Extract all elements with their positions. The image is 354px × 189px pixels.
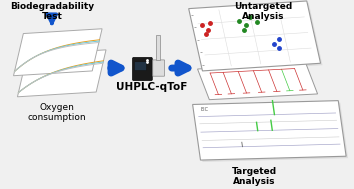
FancyBboxPatch shape <box>153 60 165 76</box>
Text: Targeted
Analysis: Targeted Analysis <box>232 167 277 186</box>
Text: Biodegradability
Test: Biodegradability Test <box>10 2 94 21</box>
FancyBboxPatch shape <box>133 57 152 81</box>
Text: UHPLC-qToF: UHPLC-qToF <box>116 82 187 92</box>
Polygon shape <box>195 103 348 162</box>
Polygon shape <box>13 29 102 76</box>
FancyBboxPatch shape <box>135 62 146 70</box>
Bar <box>156 36 160 60</box>
Polygon shape <box>17 50 106 97</box>
Text: EIC: EIC <box>201 107 209 112</box>
Text: Oxygen
consumption: Oxygen consumption <box>28 103 86 122</box>
Polygon shape <box>189 1 320 71</box>
Polygon shape <box>193 101 346 160</box>
Polygon shape <box>191 3 322 73</box>
Text: Untargeted
Analysis: Untargeted Analysis <box>234 2 293 21</box>
Polygon shape <box>198 63 318 100</box>
